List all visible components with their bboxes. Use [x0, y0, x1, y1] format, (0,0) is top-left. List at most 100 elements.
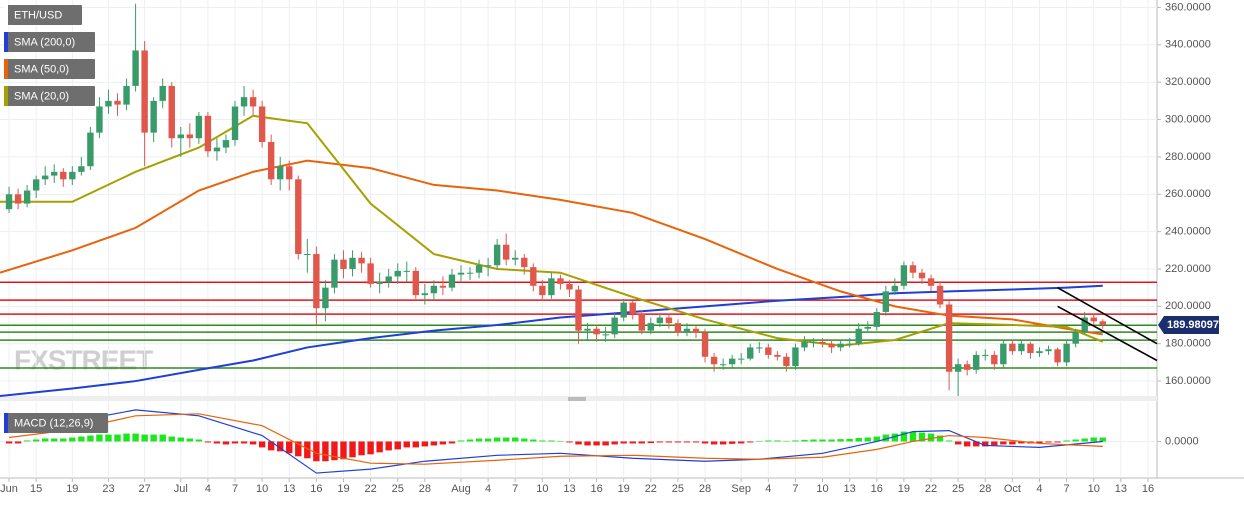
macd-bar — [51, 438, 58, 442]
macd-bar — [358, 441, 365, 456]
macd-bar — [123, 433, 130, 442]
macd-bar — [819, 439, 826, 442]
macd-bar — [936, 435, 944, 442]
macd-bar — [1090, 437, 1097, 442]
macd-bar — [521, 438, 528, 442]
candle-body — [1045, 349, 1052, 352]
macd-bar — [213, 441, 221, 444]
candle-body — [349, 257, 356, 269]
macd-bar — [602, 441, 609, 446]
legend-box[interactable] — [4, 5, 82, 25]
macd-bar — [792, 440, 799, 442]
macd-bar — [204, 441, 212, 443]
candle-body — [747, 347, 754, 359]
grid — [0, 0, 1161, 482]
x-tick-label: 19 — [618, 483, 630, 495]
legend-item[interactable]: MACD (12,26,9) — [4, 413, 108, 433]
candle-body — [69, 171, 76, 180]
candle-body — [267, 141, 275, 180]
x-tick-label: 25 — [672, 483, 684, 495]
candle-body — [186, 134, 194, 139]
candle-body — [457, 272, 465, 275]
macd-bar — [692, 441, 700, 443]
x-tick-label: 19 — [898, 483, 910, 495]
macd-line — [8, 413, 1103, 465]
macd-bar — [954, 441, 962, 445]
macd-bar — [421, 441, 429, 447]
candle-body — [493, 244, 501, 266]
x-tick-label: 27 — [139, 483, 151, 495]
macd-bar — [900, 431, 908, 442]
candle-body — [295, 179, 302, 255]
candle-body — [240, 97, 248, 107]
candle-body — [132, 50, 139, 86]
candle-body — [756, 347, 763, 349]
x-tick-label: 7 — [1064, 483, 1070, 495]
x-tick-label: 28 — [699, 483, 711, 495]
candle-body — [864, 326, 871, 329]
x-tick-label: 4 — [485, 483, 491, 495]
macd-bar — [385, 441, 392, 451]
legend-item[interactable]: SMA (50,0) — [4, 59, 95, 79]
candle-body — [512, 257, 519, 260]
macd-bar — [177, 437, 184, 442]
macd-bar — [32, 439, 40, 442]
legend-item[interactable]: SMA (20,0) — [4, 86, 95, 106]
macd-bar — [5, 441, 13, 444]
candle-body — [87, 132, 94, 167]
macd-bar — [620, 441, 627, 444]
macd-bar — [493, 437, 501, 442]
candle-body — [51, 171, 58, 176]
macd-bar — [719, 441, 727, 445]
candle-body — [331, 259, 338, 288]
candle-body — [584, 328, 591, 331]
legend-swatch — [4, 86, 8, 106]
macd-bar — [1045, 441, 1052, 443]
macd-bar — [557, 440, 564, 442]
separator-handle[interactable] — [568, 397, 586, 401]
x-tick-label: Sep — [731, 483, 751, 495]
candle-body — [466, 272, 474, 274]
candle-body — [963, 364, 971, 370]
legend-box[interactable] — [4, 32, 95, 52]
candle-body — [909, 265, 917, 273]
sma-line — [0, 284, 1103, 397]
macd-bar — [665, 441, 673, 443]
candle-body — [530, 267, 537, 286]
candle-body — [810, 341, 817, 343]
candle-body — [521, 257, 528, 268]
x-tick-label: 4 — [1036, 483, 1042, 495]
macd-bar — [159, 434, 166, 442]
legend-box[interactable] — [4, 413, 108, 433]
macd-bar — [575, 441, 582, 445]
macd-bar — [14, 441, 22, 444]
x-tick-label: Aug — [451, 483, 471, 495]
candle-body — [141, 50, 148, 133]
legend-item[interactable]: SMA (200,0) — [4, 32, 95, 52]
macd-bar — [23, 440, 31, 442]
candle-body — [575, 289, 582, 331]
x-tick-label: 28 — [419, 483, 431, 495]
candle-body — [665, 317, 673, 324]
macd-bar — [105, 434, 112, 442]
x-tick-label: 13 — [844, 483, 856, 495]
legend-label: SMA (200,0) — [14, 36, 75, 48]
macd-bar — [855, 437, 862, 442]
legend-box[interactable] — [4, 86, 95, 106]
macd-bar — [277, 441, 284, 452]
macd-bar — [1018, 441, 1025, 444]
candle-body — [123, 85, 130, 105]
overlay: Jun 15 19 23 27 Jul 4 7 10 13 16 19 22 25 28 Aug 4 7 10 13 1… — [0, 1, 1219, 495]
macd-bar — [448, 441, 456, 444]
macd-bar — [783, 440, 790, 442]
macd-bar — [195, 439, 203, 442]
legend-item[interactable]: ETH/USD — [4, 5, 82, 25]
legend-box[interactable] — [4, 59, 95, 79]
y-tick-label: 300.0000 — [1165, 113, 1211, 125]
y-tick-label: 360.0000 — [1165, 1, 1211, 13]
candle-body — [1090, 317, 1097, 322]
macd-bar — [484, 438, 492, 442]
macd-bar — [403, 441, 410, 448]
macd-bar — [539, 440, 546, 442]
x-tick-label: 4 — [205, 483, 211, 495]
